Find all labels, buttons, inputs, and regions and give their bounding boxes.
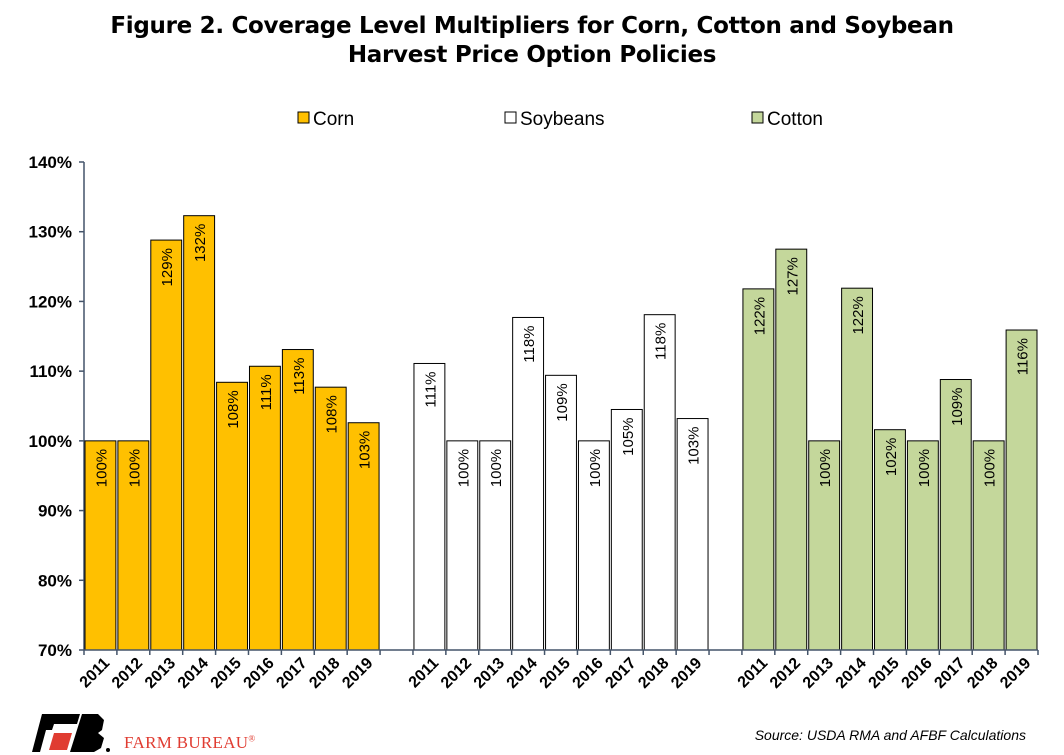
x-tick-label: 2015 bbox=[537, 655, 574, 692]
bar-soybeans-2017 bbox=[610, 408, 643, 651]
data-label: 103% bbox=[686, 427, 703, 465]
legend-swatch-corn bbox=[297, 111, 310, 124]
farm-bureau-wordmark: FARM BUREAU® bbox=[124, 733, 256, 752]
data-label: 100% bbox=[916, 449, 933, 487]
data-label: 108% bbox=[324, 395, 341, 433]
data-label: 129% bbox=[159, 248, 176, 286]
data-label: 118% bbox=[653, 323, 670, 360]
bar-cotton-2013 bbox=[808, 440, 841, 651]
bar-soybeans-2012 bbox=[446, 440, 479, 651]
x-tick-label: 2012 bbox=[438, 655, 475, 692]
bar-cotton-2018 bbox=[972, 440, 1005, 651]
data-label: 100% bbox=[126, 449, 143, 487]
data-label: 100% bbox=[93, 449, 110, 487]
x-tick-label: 2016 bbox=[570, 655, 607, 692]
x-tick-label: 2016 bbox=[899, 655, 936, 692]
data-label: 100% bbox=[488, 449, 505, 487]
x-tick-label: 2013 bbox=[142, 655, 179, 692]
title-line-2: Harvest Price Option Policies bbox=[347, 42, 717, 68]
bar-soybeans-2011 bbox=[413, 362, 446, 651]
y-tick-label: 140% bbox=[29, 153, 72, 172]
x-tick-label: 2019 bbox=[339, 655, 376, 692]
x-tick-label: 2014 bbox=[175, 655, 212, 692]
data-label: 109% bbox=[949, 388, 966, 426]
bar-soybeans-2015 bbox=[545, 374, 577, 651]
data-label: 111% bbox=[422, 371, 439, 407]
legend-swatch-cotton bbox=[751, 111, 764, 124]
x-tick-label: 2011 bbox=[77, 655, 114, 692]
bar-cotton-2016 bbox=[906, 440, 939, 651]
legend-swatch-soybeans bbox=[504, 111, 517, 124]
chart-title: Figure 2. Coverage Level Multipliers for… bbox=[0, 12, 1064, 70]
data-label: 108% bbox=[225, 390, 242, 428]
legend-label-soybeans: Soybeans bbox=[520, 109, 605, 130]
x-tick-label: 2013 bbox=[800, 655, 837, 692]
data-label: 100% bbox=[587, 449, 604, 487]
x-tick-label: 2016 bbox=[241, 655, 278, 692]
data-label: 109% bbox=[554, 383, 571, 421]
bar-cotton-2012 bbox=[775, 248, 808, 651]
x-tick-label: 2012 bbox=[767, 655, 804, 692]
bar-cotton-2019 bbox=[1005, 329, 1038, 651]
x-tick-label: 2014 bbox=[833, 655, 870, 692]
x-tick-label: 2013 bbox=[471, 655, 508, 692]
x-tick-label: 2019 bbox=[668, 655, 705, 692]
data-label: 100% bbox=[982, 449, 999, 487]
data-label: 122% bbox=[751, 297, 768, 335]
data-label: 132% bbox=[192, 224, 209, 262]
bar-soybeans-2019 bbox=[676, 418, 709, 651]
bar-corn-2015 bbox=[216, 381, 248, 651]
data-label: 103% bbox=[357, 431, 374, 469]
bar-soybeans-2013 bbox=[479, 440, 512, 651]
x-tick-label: 2018 bbox=[635, 655, 672, 692]
y-tick-label: 130% bbox=[29, 223, 72, 242]
source-note: Source: USDA RMA and AFBF Calculations bbox=[754, 727, 1026, 743]
x-tick-label: 2012 bbox=[109, 655, 146, 692]
data-label: 102% bbox=[883, 438, 900, 476]
bar-chart: 70% 80% 90% 100% 110% 120% 130% 140% 100% 2011 100… bbox=[29, 109, 1039, 692]
x-tick-label: 2017 bbox=[602, 655, 639, 692]
title-line-1: Figure 2. Coverage Level Multipliers for… bbox=[110, 13, 954, 39]
x-tick-label: 2015 bbox=[866, 655, 903, 692]
bar-cotton-2014 bbox=[841, 287, 874, 651]
bar-cotton-2017 bbox=[939, 379, 972, 651]
x-tick-label: 2014 bbox=[504, 655, 541, 692]
x-tick-label: 2011 bbox=[406, 655, 443, 692]
legend-label-cotton: Cotton bbox=[767, 109, 823, 130]
data-label: 100% bbox=[817, 449, 834, 487]
data-label: 127% bbox=[784, 257, 801, 295]
bar-soybeans-2016 bbox=[577, 440, 610, 651]
data-label: 111% bbox=[258, 374, 275, 410]
y-tick-label: 70% bbox=[38, 641, 72, 660]
data-label: 100% bbox=[455, 449, 472, 487]
y-tick-label: 100% bbox=[29, 432, 72, 451]
data-label: 105% bbox=[620, 417, 637, 455]
bar-cotton-2011 bbox=[742, 288, 775, 651]
data-label: 122% bbox=[850, 296, 867, 334]
x-tick-label: 2019 bbox=[997, 655, 1034, 692]
bar-soybeans-2014 bbox=[512, 316, 545, 651]
y-tick-label: 120% bbox=[29, 292, 72, 311]
bar-corn-2013 bbox=[150, 239, 183, 651]
data-label: 113% bbox=[291, 358, 308, 395]
bar-corn-2012 bbox=[117, 440, 150, 651]
bar-corn-2014 bbox=[183, 215, 216, 651]
legend-label-corn: Corn bbox=[313, 109, 354, 130]
x-tick-label: 2011 bbox=[735, 655, 772, 692]
x-tick-label: 2015 bbox=[208, 655, 245, 692]
farm-bureau-logo bbox=[32, 714, 110, 752]
bar-corn-2016 bbox=[248, 365, 281, 651]
x-tick-label: 2018 bbox=[306, 655, 343, 692]
data-label: 116% bbox=[1015, 338, 1032, 375]
bar-soybeans-2018 bbox=[643, 314, 676, 651]
y-tick-label: 110% bbox=[29, 362, 72, 381]
x-tick-label: 2018 bbox=[964, 655, 1001, 692]
data-label: 118% bbox=[521, 325, 538, 362]
y-tick-label: 90% bbox=[38, 502, 72, 521]
y-tick-label: 80% bbox=[38, 571, 72, 590]
x-tick-label: 2017 bbox=[931, 655, 968, 692]
bar-corn-2011 bbox=[84, 440, 117, 651]
x-tick-label: 2017 bbox=[273, 655, 310, 692]
